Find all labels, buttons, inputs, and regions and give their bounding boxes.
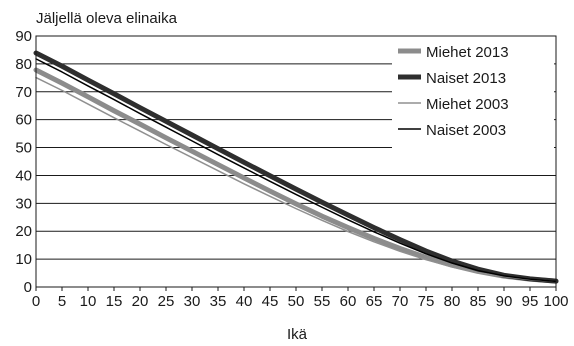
- x-tick-label-95: 95: [522, 293, 539, 310]
- x-tick-label-75: 75: [418, 293, 435, 310]
- y-tick-label-40: 40: [15, 167, 32, 184]
- x-tick-label-100: 100: [543, 293, 568, 310]
- y-axis-label: Jäljellä oleva elinaika: [36, 10, 178, 27]
- legend-label-2: Naiset 2013: [426, 70, 506, 87]
- x-tick-label-0: 0: [32, 293, 40, 310]
- y-tick-label-90: 90: [15, 28, 32, 45]
- x-axis-label: Ikä: [287, 326, 308, 343]
- x-tick-label-5: 5: [58, 293, 66, 310]
- legend-box: [392, 38, 554, 152]
- x-tick-label-90: 90: [496, 293, 513, 310]
- x-tick-label-10: 10: [80, 293, 97, 310]
- x-tick-label-25: 25: [158, 293, 175, 310]
- x-ticks: 0 5 10 15 20 25 30 35 40 45 50 55 60 65 70 75 80 85 90 95 10…: [32, 287, 569, 310]
- legend: Miehet 2013 Naiset 2013 Miehet 2003 Naiset …: [392, 38, 554, 152]
- x-tick-label-30: 30: [184, 293, 201, 310]
- series-line-3: [35, 76, 557, 283]
- x-tick-label-55: 55: [314, 293, 331, 310]
- x-tick-label-80: 80: [444, 293, 461, 310]
- y-tick-label-70: 70: [15, 84, 32, 101]
- y-ticks: 0 10 20 30 40 50 60 70 80 90: [15, 28, 32, 296]
- x-tick-label-60: 60: [340, 293, 357, 310]
- legend-label-3: Miehet 2003: [426, 96, 509, 113]
- x-tick-label-15: 15: [106, 293, 123, 310]
- y-tick-label-20: 20: [15, 223, 32, 240]
- series-line-1: [33, 67, 559, 284]
- y-tick-label-80: 80: [15, 56, 32, 73]
- x-tick-label-35: 35: [210, 293, 227, 310]
- y-tick-label-0: 0: [24, 279, 32, 296]
- legend-label-4: Naiset 2003: [426, 122, 506, 139]
- x-tick-label-65: 65: [366, 293, 383, 310]
- series-line-4: [35, 58, 557, 283]
- x-tick-label-45: 45: [262, 293, 279, 310]
- x-tick-label-50: 50: [288, 293, 305, 310]
- y-tick-label-60: 60: [15, 112, 32, 129]
- x-tick-label-70: 70: [392, 293, 409, 310]
- x-tick-label-85: 85: [470, 293, 487, 310]
- series-line-2: [33, 50, 559, 284]
- series-lines: [33, 50, 559, 284]
- x-tick-label-40: 40: [236, 293, 253, 310]
- y-tick-label-50: 50: [15, 140, 32, 157]
- x-tick-label-20: 20: [132, 293, 149, 310]
- y-tick-label-30: 30: [15, 195, 32, 212]
- y-tick-label-10: 10: [15, 251, 32, 268]
- legend-label-1: Miehet 2013: [426, 44, 509, 61]
